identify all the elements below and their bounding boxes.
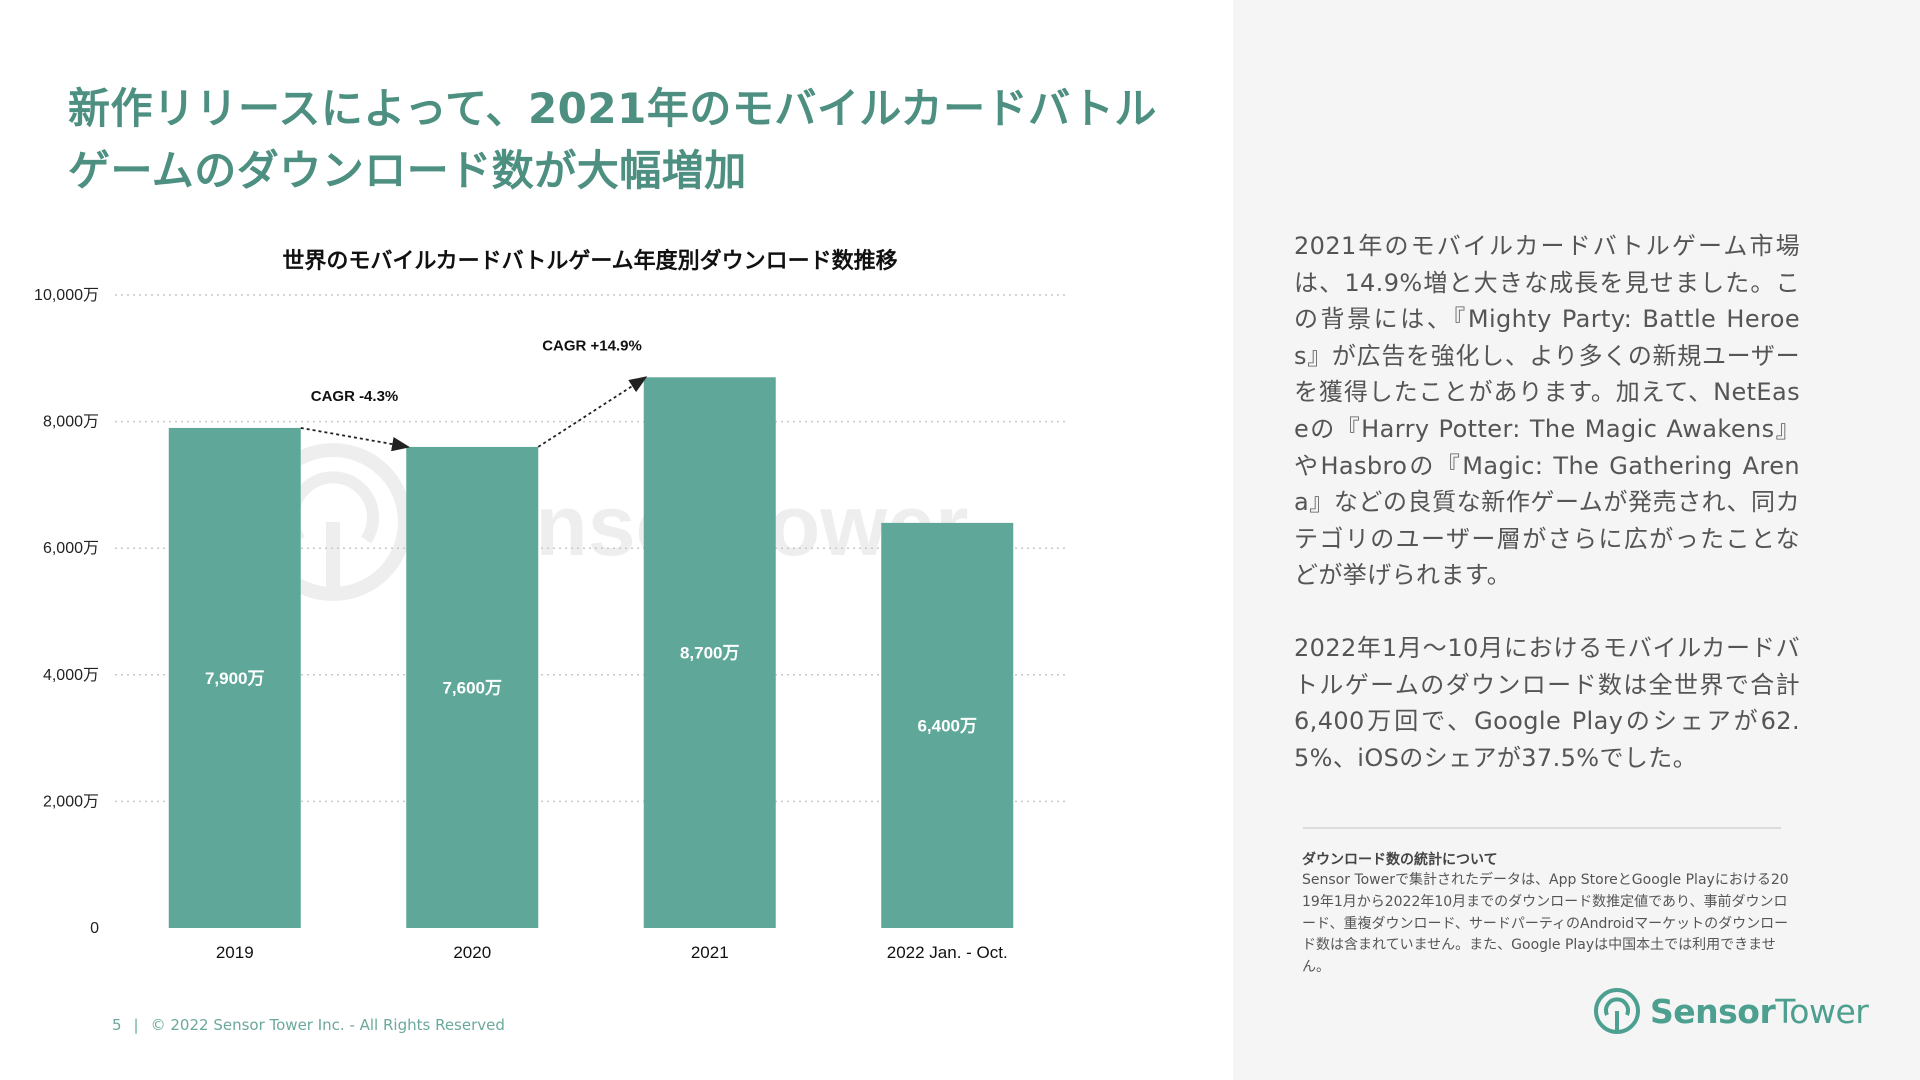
data-label: 6,400万 — [917, 716, 977, 735]
bar — [168, 427, 301, 928]
sensor-tower-logo-icon — [1594, 988, 1640, 1034]
copyright: © 2022 Sensor Tower Inc. - All Rights Re… — [150, 1016, 505, 1034]
x-tick-label: 2020 — [453, 943, 491, 962]
cagr-label: CAGR -4.3% — [311, 388, 399, 405]
footer: 5 | © 2022 Sensor Tower Inc. - All Rights … — [112, 1016, 505, 1034]
description-paragraph-2: 2022年1月〜10月におけるモバイルカードバトルゲームのダウンロード数は全世界… — [1294, 634, 1800, 772]
note-body: Sensor Towerで集計されたデータは、App StoreとGoogle … — [1302, 872, 1789, 976]
description-paragraph-1: 2021年のモバイルカードバトルゲーム市場は、14.9%増と大きな成長を見せまし… — [1294, 232, 1800, 590]
cagr-arrow — [537, 376, 648, 448]
bar — [643, 377, 776, 928]
y-tick-label: 2,000万 — [43, 793, 99, 810]
sensor-tower-logo: SensorTower — [1592, 985, 1869, 1037]
logo-word-sensor: Sensor — [1650, 991, 1776, 1031]
data-label: 7,600万 — [442, 678, 502, 697]
x-tick-label: 2021 — [691, 943, 729, 962]
logo-text: SensorTower — [1650, 991, 1869, 1031]
headline: 新作リリースによって、2021年のモバイルカードバトルゲームのダウンロード数が大… — [68, 84, 1157, 195]
chart-title: 世界のモバイルカードバトルゲーム年度別ダウンロード数推移 — [282, 249, 898, 274]
data-label: 8,700万 — [680, 644, 740, 663]
note-title: ダウンロード数の統計について — [1302, 852, 1498, 868]
page-number: 5 — [112, 1016, 122, 1034]
y-tick-label: 10,000万 — [34, 287, 99, 304]
logo-word-tower: Tower — [1775, 991, 1869, 1031]
bar-chart: SensorTower 0 2,000万 4,000万 6,000万 8,000万 10,… — [34, 287, 1065, 962]
y-tick-label: 8,000万 — [43, 414, 99, 431]
cagr-label: CAGR +14.9% — [542, 337, 642, 354]
cagr-arrow — [300, 427, 411, 452]
data-label: 7,900万 — [205, 669, 265, 688]
y-tick-label: 4,000万 — [43, 667, 99, 684]
x-tick-label: 2022 Jan. - Oct. — [887, 943, 1008, 962]
footer-separator: | — [133, 1016, 139, 1034]
y-tick-label: 0 — [90, 920, 99, 937]
divider — [1303, 827, 1781, 829]
y-tick-label: 6,000万 — [43, 540, 99, 557]
watermark: SensorTower — [254, 443, 968, 601]
sidebar-panel — [1233, 0, 1920, 1080]
bar — [881, 522, 1014, 928]
bar — [406, 446, 539, 928]
x-tick-label: 2019 — [216, 943, 254, 962]
